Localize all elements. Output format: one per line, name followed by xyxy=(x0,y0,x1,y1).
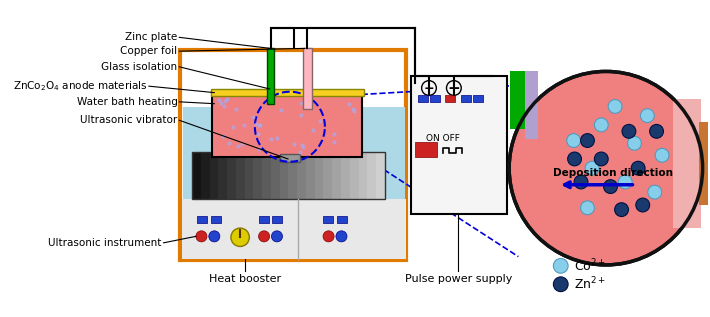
Bar xyxy=(430,95,440,102)
Text: Ultrasonic vibrator: Ultrasonic vibrator xyxy=(80,115,178,125)
Circle shape xyxy=(615,203,628,217)
Bar xyxy=(673,99,701,228)
Text: ON OFF: ON OFF xyxy=(426,134,460,143)
Circle shape xyxy=(209,231,220,242)
Bar xyxy=(280,154,300,162)
Bar xyxy=(201,152,209,199)
Circle shape xyxy=(258,231,270,242)
Circle shape xyxy=(618,175,632,189)
Text: Glass isolation: Glass isolation xyxy=(102,62,178,72)
Circle shape xyxy=(640,109,654,123)
Circle shape xyxy=(574,175,588,189)
Bar xyxy=(273,216,283,223)
Bar xyxy=(418,95,428,102)
Circle shape xyxy=(336,231,347,242)
Text: $\mathrm{Zn}^{2+}$: $\mathrm{Zn}^{2+}$ xyxy=(574,276,606,293)
Circle shape xyxy=(581,201,594,215)
Bar xyxy=(197,216,207,223)
Bar xyxy=(212,93,361,157)
Circle shape xyxy=(568,152,581,166)
Bar xyxy=(182,199,406,259)
Bar xyxy=(211,89,364,96)
Circle shape xyxy=(567,134,581,147)
Bar xyxy=(306,152,315,199)
Circle shape xyxy=(636,198,650,212)
Circle shape xyxy=(622,124,636,138)
Circle shape xyxy=(631,161,645,175)
Circle shape xyxy=(628,136,641,150)
Bar xyxy=(474,95,484,102)
Circle shape xyxy=(323,231,334,242)
Bar xyxy=(332,152,341,199)
Text: Ultrasonic instrument: Ultrasonic instrument xyxy=(48,238,162,248)
Bar xyxy=(324,152,332,199)
Bar xyxy=(192,152,201,199)
Bar xyxy=(297,152,306,199)
Text: Water bath heating: Water bath heating xyxy=(77,97,178,107)
Bar xyxy=(462,95,471,102)
Circle shape xyxy=(594,118,608,132)
Bar xyxy=(245,152,253,199)
Text: −: − xyxy=(447,81,460,95)
Circle shape xyxy=(655,148,669,162)
Circle shape xyxy=(648,185,662,199)
Bar xyxy=(410,76,508,214)
Text: +: + xyxy=(424,81,435,94)
Text: Heat booster: Heat booster xyxy=(209,274,280,284)
Bar xyxy=(288,152,297,199)
Bar xyxy=(444,95,455,102)
Circle shape xyxy=(594,152,608,166)
Circle shape xyxy=(650,124,663,138)
Bar xyxy=(219,152,227,199)
Bar xyxy=(315,152,324,199)
Text: $\mathrm{ZnCo_2O_4}$ anode materials: $\mathrm{ZnCo_2O_4}$ anode materials xyxy=(13,79,148,93)
Circle shape xyxy=(231,228,249,247)
Circle shape xyxy=(196,231,207,242)
Bar xyxy=(525,71,537,139)
Bar xyxy=(236,152,245,199)
Bar xyxy=(350,152,359,199)
Bar xyxy=(262,152,271,199)
Bar xyxy=(183,107,405,199)
Text: Zinc plate: Zinc plate xyxy=(125,32,178,42)
Bar xyxy=(280,152,288,199)
Bar xyxy=(192,152,385,199)
Bar xyxy=(211,216,221,223)
Bar xyxy=(367,152,376,199)
Bar xyxy=(267,49,274,104)
Bar xyxy=(699,122,708,205)
Text: $\mathrm{Co}^{2+}$: $\mathrm{Co}^{2+}$ xyxy=(574,257,606,274)
Circle shape xyxy=(581,134,594,147)
Circle shape xyxy=(553,277,568,292)
Bar xyxy=(253,152,262,199)
Bar xyxy=(359,152,367,199)
Bar xyxy=(376,152,385,199)
Text: Copper foil: Copper foil xyxy=(120,46,178,56)
Bar xyxy=(227,152,236,199)
Text: Deposition direction: Deposition direction xyxy=(553,168,673,178)
Circle shape xyxy=(271,231,283,242)
Bar xyxy=(415,142,437,157)
Bar xyxy=(258,216,268,223)
Bar xyxy=(180,50,406,260)
Text: Pulse power supply: Pulse power supply xyxy=(405,274,512,284)
Circle shape xyxy=(553,258,568,273)
Bar xyxy=(337,216,347,223)
Circle shape xyxy=(509,71,703,265)
Circle shape xyxy=(608,100,622,113)
Bar xyxy=(510,71,525,129)
Circle shape xyxy=(585,161,599,175)
Bar xyxy=(271,152,280,199)
Bar xyxy=(209,152,219,199)
Bar xyxy=(341,152,350,199)
Bar xyxy=(302,49,312,109)
Bar xyxy=(323,216,333,223)
Circle shape xyxy=(604,180,618,193)
